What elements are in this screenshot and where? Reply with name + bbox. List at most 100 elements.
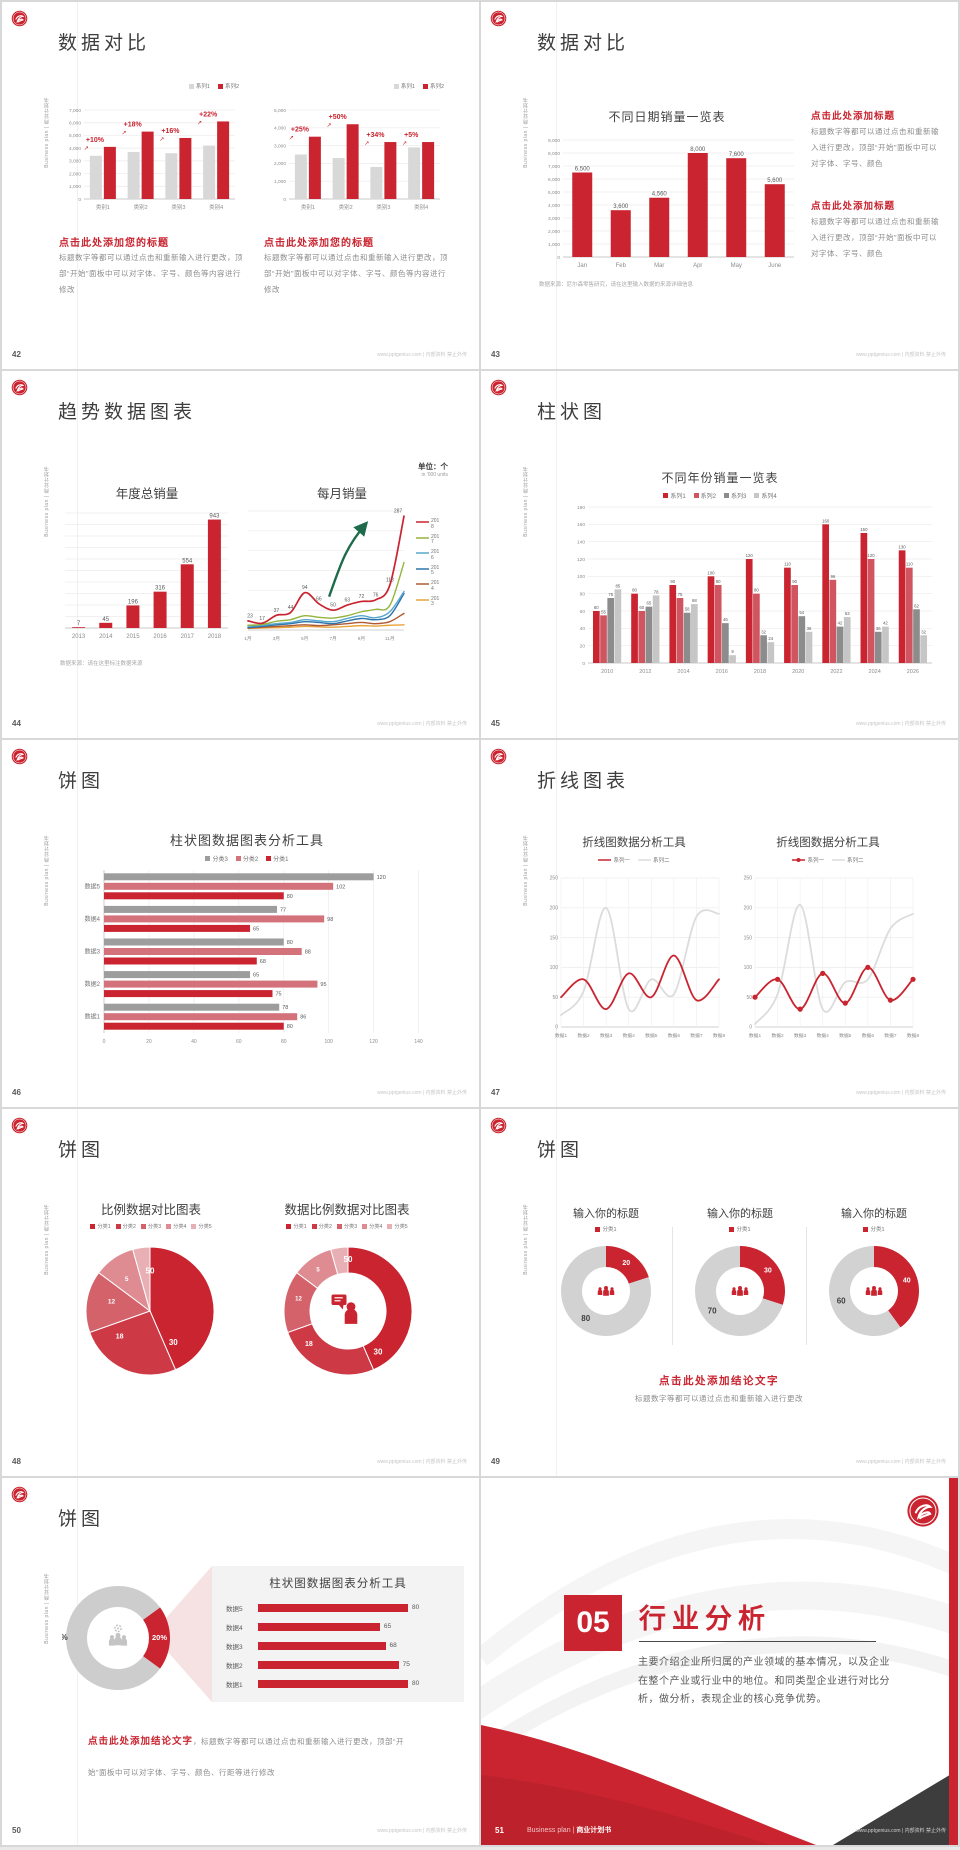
svg-text:40: 40	[580, 626, 586, 632]
svg-text:53: 53	[845, 611, 850, 616]
page-title: 饼图	[58, 1140, 105, 1161]
svg-text:Jan: Jan	[577, 263, 587, 269]
svg-text:Feb: Feb	[616, 263, 627, 269]
legend-item: 分类2	[235, 854, 258, 863]
svg-text:3,000: 3,000	[274, 143, 286, 149]
monthly-sales-line-chart: 1月 3月 5月 7月 9月 11月 23 17 37 44 94 66 50 63 72 76 113 287	[240, 501, 412, 643]
svg-text:1,000: 1,000	[274, 179, 286, 185]
svg-text:6,500: 6,500	[575, 167, 591, 173]
sidebar-vertical-text: Business plan | 商业计划书	[523, 835, 529, 906]
sidebar-vertical-text: Business plan | 商业计划书	[44, 97, 50, 168]
svg-text:May: May	[731, 263, 742, 269]
svg-text:86: 86	[300, 1015, 306, 1021]
svg-text:9,000: 9,000	[548, 138, 560, 144]
section-description: 主要介绍企业所归属的产业领域的基本情况，以及企业在整个产业或行业中的地位。和同类…	[638, 1657, 890, 1705]
donut-chart: 20% 80%	[52, 1582, 174, 1694]
brand-logo-icon	[490, 379, 507, 396]
legend-item: 2016	[416, 549, 440, 561]
svg-text:+5%: +5%	[404, 132, 419, 139]
svg-text:↗: ↗	[364, 141, 369, 147]
svg-text:40: 40	[191, 1039, 197, 1045]
bar-chart-left: 0 1,000 2,000 3,000 4,000 5,000 6,000 7,000 类别1 +…	[57, 94, 239, 212]
detail-panel: 柱状图数据图表分析工具 数据5 80 数据4 65 数据3 68 数据2 75 数据1 80	[212, 1566, 464, 1702]
svg-text:70: 70	[708, 1306, 717, 1315]
svg-text:5,600: 5,600	[767, 178, 783, 184]
page-title: 饼图	[58, 771, 105, 792]
chart-title: 每月销量	[316, 487, 367, 501]
svg-text:+50%: +50%	[329, 114, 348, 121]
slide-51-section-divider: 05 行业分析 主要介绍企业所归属的产业领域的基本情况，以及企业在整个产业或行业…	[481, 1478, 958, 1845]
svg-text:↗: ↗	[327, 123, 332, 129]
svg-text:90: 90	[670, 579, 675, 584]
legend-item: 分类1	[729, 1225, 751, 1233]
svg-text:4,000: 4,000	[274, 126, 286, 132]
legend-item: 系列1	[188, 82, 210, 90]
panel-bar-list: 数据5 80 数据4 65 数据3 68 数据2 75 数据1 80	[212, 1598, 464, 1693]
page-title: 数据对比	[537, 33, 630, 54]
footer-watermark: www.pptgenius.com | 内部资料 禁止外传	[856, 1090, 946, 1096]
chart-title: 折线图数据分析工具	[582, 837, 686, 849]
svg-text:数据4: 数据4	[85, 915, 101, 923]
legend-item: 系列2	[693, 491, 716, 500]
sidebar-vertical-text: Business plan | 商业计划书	[44, 1204, 50, 1275]
sidebar-divider	[77, 371, 78, 738]
text-body: 标题数字等都可以通过点击和重新输入进行更改，顶部“开始”面板中可以对字体、字号、…	[264, 253, 448, 294]
legend-item: 分类3	[336, 1223, 357, 1230]
svg-text:110: 110	[784, 562, 791, 567]
donut-chart-3: 40 60	[819, 1239, 929, 1343]
legend-item: 2015	[416, 564, 440, 577]
svg-text:5: 5	[125, 1276, 129, 1283]
svg-text:↗: ↗	[289, 136, 294, 142]
svg-text:6,000: 6,000	[69, 121, 81, 127]
svg-text:数据4: 数据4	[817, 1032, 830, 1039]
svg-text:150: 150	[860, 527, 868, 532]
svg-text:数据5: 数据5	[839, 1032, 852, 1039]
svg-text:50: 50	[146, 1266, 155, 1275]
svg-text:88: 88	[305, 950, 311, 956]
svg-text:250: 250	[744, 876, 753, 882]
donut-chart: 50 30 18 12 5	[255, 1235, 441, 1387]
brand-logo-icon	[490, 10, 507, 27]
chart-title: 不同日期销量一览表	[608, 110, 726, 124]
svg-text:98: 98	[327, 917, 333, 923]
legend-item: 分类3	[140, 1223, 161, 1230]
svg-text:20: 20	[146, 1039, 152, 1045]
svg-text:140: 140	[414, 1039, 423, 1045]
unit-label: 单位：个 in '000 units	[352, 461, 448, 478]
svg-text:140: 140	[577, 539, 585, 545]
chart-legend: 系列1 系列2	[262, 82, 444, 90]
svg-text:32: 32	[761, 629, 766, 634]
section-title: 行业分析	[639, 1604, 771, 1634]
chart-legend: 系列一 系列二	[539, 856, 729, 864]
footer-watermark: www.pptgenius.com | 内部资料 禁止外传	[856, 721, 946, 727]
svg-text:数据5: 数据5	[85, 882, 101, 890]
legend-item: 分类2	[115, 1223, 136, 1230]
svg-text:63: 63	[344, 598, 350, 604]
svg-text:↗: ↗	[84, 146, 89, 152]
sidebar-vertical-text: Business plan | 商业计划书	[523, 97, 529, 168]
footer-label-en: Business plan |	[527, 1827, 575, 1834]
svg-text:40: 40	[903, 1277, 911, 1284]
panel-title: 柱状图数据图表分析工具	[269, 1578, 407, 1590]
svg-text:5: 5	[316, 1268, 320, 1274]
svg-text:37: 37	[274, 608, 280, 614]
sidebar-divider	[556, 2, 557, 369]
svg-text:80: 80	[281, 1039, 287, 1045]
svg-text:0: 0	[103, 1039, 106, 1045]
title-underline	[639, 1641, 876, 1642]
svg-text:94: 94	[302, 585, 308, 591]
footer-watermark: www.pptgenius.com | 内部资料 禁止外传	[856, 352, 946, 358]
svg-text:80: 80	[581, 1314, 590, 1323]
text-heading: 点击此处添加标题	[811, 201, 896, 212]
svg-text:↗: ↗	[159, 137, 164, 143]
svg-text:95: 95	[320, 982, 326, 988]
svg-text:↗: ↗	[122, 131, 127, 137]
footer-watermark: www.pptgenius.com | 内部资料 禁止外传	[377, 1459, 467, 1465]
brand-logo-icon	[906, 1494, 940, 1528]
svg-text:65: 65	[253, 926, 259, 932]
svg-text:42: 42	[838, 621, 843, 626]
svg-text:120: 120	[867, 553, 875, 558]
svg-text:数据1: 数据1	[85, 1013, 101, 1021]
svg-text:20: 20	[580, 643, 586, 649]
text-body: 标题数字等都可以通过点击和重新输入进行更改，顶部“开始”面板中可以对字体、字号、…	[811, 217, 939, 258]
